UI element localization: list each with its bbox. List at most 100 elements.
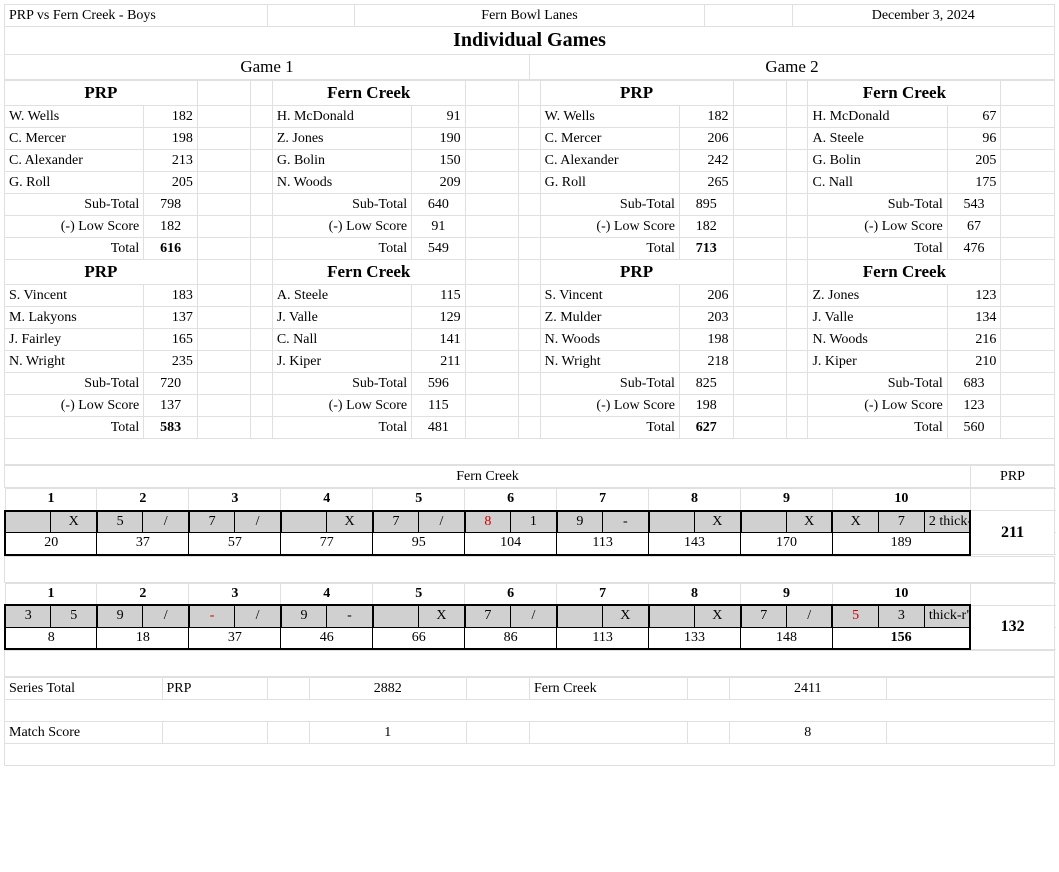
lowscore-label: (-) Low Score <box>540 216 679 238</box>
lowscore-label: (-) Low Score <box>808 216 947 238</box>
player-score: 137 <box>144 307 198 329</box>
subtotal-value: 720 <box>144 373 198 395</box>
frame-number: 1 <box>5 583 97 605</box>
cumulative-score: 66 <box>373 627 465 649</box>
ball-score: 9 <box>281 605 327 627</box>
player-score: 242 <box>679 150 733 172</box>
ball-score: / <box>143 605 189 627</box>
player-score: 198 <box>679 329 733 351</box>
ball-score: / <box>143 511 189 533</box>
frame-number: 8 <box>649 583 741 605</box>
ball-score <box>741 511 787 533</box>
frame-number: 4 <box>281 489 373 511</box>
player-score: 134 <box>947 307 1001 329</box>
frame-number: 10 <box>832 489 970 511</box>
cumulative-score: 37 <box>189 627 281 649</box>
ball-score: / <box>235 511 281 533</box>
ball-score <box>557 605 603 627</box>
ball-score: X <box>832 511 878 533</box>
cumulative-score: 57 <box>189 533 281 555</box>
player-score: 183 <box>144 285 198 307</box>
team-header: Fern Creek <box>272 260 465 285</box>
date: December 3, 2024 <box>792 5 1055 27</box>
cumulative-score: 77 <box>281 533 373 555</box>
player-name: C. Mercer <box>5 128 144 150</box>
team-header: PRP <box>5 81 198 106</box>
subtotal-value: 640 <box>412 194 466 216</box>
ball-score: X <box>695 511 741 533</box>
total-label: Total <box>540 238 679 260</box>
player-score: 175 <box>947 172 1001 194</box>
player-score: 211 <box>412 351 466 373</box>
subtotal-value: 596 <box>412 373 466 395</box>
ball-score <box>649 511 695 533</box>
ball-score <box>373 605 419 627</box>
team-header: PRP <box>5 260 198 285</box>
player-score: 141 <box>412 329 466 351</box>
ball-score: X <box>603 605 649 627</box>
player-score: 190 <box>412 128 466 150</box>
player-name: C. Nall <box>808 172 947 194</box>
bowling-scoreline-2: 12345678910359/-/9-X7/XX7/53 thick-r"/td… <box>4 583 1055 651</box>
subtotal-label: Sub-Total <box>5 373 144 395</box>
frame-number: 7 <box>557 489 649 511</box>
lowscore-label: (-) Low Score <box>272 216 411 238</box>
lowscore-label: (-) Low Score <box>540 395 679 417</box>
player-name: J. Valle <box>272 307 411 329</box>
player-score: 206 <box>679 128 733 150</box>
cumulative-score: 20 <box>5 533 97 555</box>
total-label: Total <box>808 238 947 260</box>
ball-score: 3 <box>878 605 924 627</box>
player-score: 205 <box>144 172 198 194</box>
player-score: 265 <box>679 172 733 194</box>
ball-score: 7 <box>741 605 787 627</box>
ball-score: 3 <box>5 605 51 627</box>
player-score: 165 <box>144 329 198 351</box>
subtotal-label: Sub-Total <box>540 194 679 216</box>
total-label: Total <box>272 417 411 439</box>
ball-score: 5 <box>51 605 97 627</box>
frame-number: 1 <box>5 489 97 511</box>
cumulative-score: 18 <box>97 627 189 649</box>
player-score: 213 <box>144 150 198 172</box>
player-score: 210 <box>947 351 1001 373</box>
lowscore-label: (-) Low Score <box>808 395 947 417</box>
player-name: N. Woods <box>540 329 679 351</box>
subtotal-value: 543 <box>947 194 1001 216</box>
subtotal-label: Sub-Total <box>808 194 947 216</box>
series-prp-label: PRP <box>162 678 267 700</box>
player-score: 235 <box>144 351 198 373</box>
scoreline-team: Fern Creek <box>5 466 971 488</box>
frame-number: 2 <box>97 489 189 511</box>
player-name: A. Steele <box>808 128 947 150</box>
player-name: C. Alexander <box>5 150 144 172</box>
scoreline-spacer <box>4 556 1055 583</box>
player-name: H. McDonald <box>808 106 947 128</box>
lowscore-value: 182 <box>144 216 198 238</box>
total-label: Total <box>272 238 411 260</box>
subtotal-label: Sub-Total <box>808 373 947 395</box>
game1-header: Game 1 <box>5 55 530 80</box>
player-score: 129 <box>412 307 466 329</box>
ball-score: 9 <box>557 511 603 533</box>
cumulative-score: 8 <box>5 627 97 649</box>
frame-number: 7 <box>557 583 649 605</box>
ball-score: - <box>189 605 235 627</box>
ball-score: 9 <box>97 605 143 627</box>
ball-score: X <box>419 605 465 627</box>
scoreline-header: Fern Creek PRP <box>4 465 1055 488</box>
ball-score: X <box>786 511 832 533</box>
lowscore-label: (-) Low Score <box>272 395 411 417</box>
match-score-label: Match Score <box>5 722 163 744</box>
series-total-label: Series Total <box>5 678 163 700</box>
cumulative-score: 104 <box>465 533 557 555</box>
player-name: S. Vincent <box>5 285 144 307</box>
cumulative-score: 170 <box>741 533 833 555</box>
ball-score: 2 thick-r"/td> <box>924 511 970 533</box>
player-name: J. Kiper <box>272 351 411 373</box>
lowscore-label: (-) Low Score <box>5 395 144 417</box>
cumulative-score: 46 <box>281 627 373 649</box>
lowscore-label: (-) Low Score <box>5 216 144 238</box>
frame-number: 5 <box>373 583 465 605</box>
cumulative-score: 37 <box>97 533 189 555</box>
